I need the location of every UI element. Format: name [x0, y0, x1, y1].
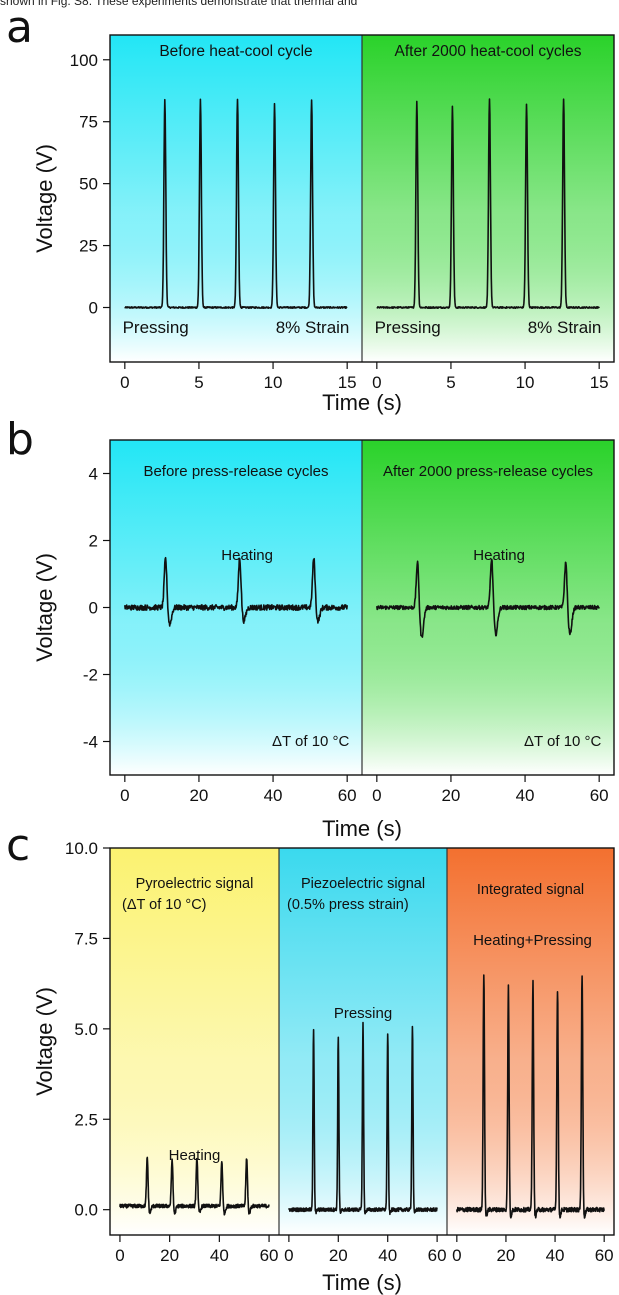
chart-panel-a: Before heat-cool cycle Pressing 8% Strain 0… [32, 34, 615, 415]
annotation-label: Heating [473, 547, 525, 564]
y-tick-label: 2.5 [74, 1110, 98, 1129]
y-tick-label: 7.5 [74, 929, 98, 948]
y-tick-label: 50 [79, 175, 98, 194]
series-line [288, 1021, 438, 1216]
x-tick-label: 40 [516, 786, 535, 805]
x-axis-title: Time (s) [322, 390, 402, 415]
series-line [456, 974, 605, 1219]
subpanel-header: Before press-release cycles [143, 463, 328, 480]
subpanel-background [447, 848, 614, 1235]
axes-frame [109, 34, 615, 363]
chart-panel-c: Pyroelectric signal (ΔT of 10 °C) Heating 0… [32, 839, 615, 1295]
x-tick-label: 40 [210, 1246, 229, 1265]
y-tick-label: 10.0 [65, 839, 98, 858]
y-axis-title: Voltage (V) [32, 144, 57, 253]
x-tick-label: 0 [372, 373, 381, 392]
annotation-label: Pressing [334, 1005, 392, 1022]
x-tick-label: 10 [264, 373, 283, 392]
x-tick-label: 10 [516, 373, 535, 392]
x-tick-label: 60 [590, 786, 609, 805]
annotation-label: ΔT of 10 °C [524, 733, 602, 750]
x-axis-title: Time (s) [322, 1270, 402, 1295]
y-axis-title: Voltage (V) [32, 553, 57, 662]
annotation-label: Pressing [375, 318, 441, 337]
subpanel-header: After 2000 heat-cool cycles [395, 43, 582, 60]
x-tick-label: 60 [338, 786, 357, 805]
subpanel-header-line2: (0.5% press strain) [287, 897, 409, 913]
caption-fragment: shown in Fig. S8. These experiments demo… [0, 0, 358, 8]
series-line [124, 556, 348, 627]
y-tick-label: 0.0 [74, 1201, 98, 1220]
series-line [119, 1156, 270, 1216]
x-tick-label: 40 [378, 1246, 397, 1265]
x-tick-label: 15 [338, 373, 357, 392]
x-tick-label: 20 [160, 1246, 179, 1265]
subpanel-header: Before heat-cool cycle [159, 43, 312, 60]
y-tick-label: -2 [83, 666, 98, 685]
x-tick-label: 60 [595, 1246, 614, 1265]
y-tick-label: 4 [89, 465, 98, 484]
annotation-label: Pressing [123, 318, 189, 337]
annotation-label: ΔT of 10 °C [272, 733, 350, 750]
series-line [124, 98, 348, 310]
y-tick-label: 0 [89, 299, 98, 318]
annotation-label: Heating [169, 1147, 221, 1164]
x-tick-label: 40 [546, 1246, 565, 1265]
annotation-label: 8% Strain [528, 318, 602, 337]
x-tick-label: 40 [264, 786, 283, 805]
subpanel-background [110, 848, 279, 1235]
subpanel-header: After 2000 press-release cycles [383, 463, 593, 480]
x-tick-label: 0 [115, 1246, 124, 1265]
x-tick-label: 20 [329, 1246, 348, 1265]
x-tick-label: 60 [428, 1246, 447, 1265]
y-axis-title: Voltage (V) [32, 987, 57, 1096]
panel-letter-c: c [6, 820, 31, 871]
x-tick-label: 0 [120, 373, 129, 392]
subpanel-header: Pyroelectric signal [136, 876, 254, 892]
x-tick-label: 60 [260, 1246, 279, 1265]
subpanel-header: Piezoelectric signal [301, 876, 425, 892]
chart-panel-b: Before press-release cycles Heating ΔT of … [32, 439, 615, 841]
subpanel-header: Integrated signal [477, 882, 584, 898]
x-tick-label: 0 [452, 1246, 461, 1265]
x-tick-label: 0 [284, 1246, 293, 1265]
x-tick-label: 5 [194, 373, 203, 392]
y-tick-label: -4 [83, 733, 98, 752]
annotation-label: Heating+Pressing [473, 932, 592, 949]
annotation-label: 8% Strain [276, 318, 350, 337]
y-tick-label: 75 [79, 113, 98, 132]
series-line [376, 558, 600, 638]
x-tick-label: 15 [590, 373, 609, 392]
y-tick-label: 25 [79, 237, 98, 256]
y-tick-label: 2 [89, 532, 98, 551]
subpanel-header-line2: (ΔT of 10 °C) [122, 897, 207, 913]
x-tick-label: 20 [441, 786, 460, 805]
axes-frame [109, 847, 615, 1236]
x-tick-label: 20 [496, 1246, 515, 1265]
series-line [376, 98, 600, 310]
y-tick-label: 5.0 [74, 1020, 98, 1039]
x-tick-label: 0 [372, 786, 381, 805]
annotation-label: Heating [221, 547, 273, 564]
y-tick-label: 0 [89, 599, 98, 618]
x-tick-label: 20 [189, 786, 208, 805]
panel-letter-b: b [6, 414, 34, 465]
x-tick-label: 5 [446, 373, 455, 392]
panel-letter-a: a [6, 2, 33, 53]
y-tick-label: 100 [70, 51, 98, 70]
x-axis-title: Time (s) [322, 816, 402, 841]
x-tick-label: 0 [120, 786, 129, 805]
